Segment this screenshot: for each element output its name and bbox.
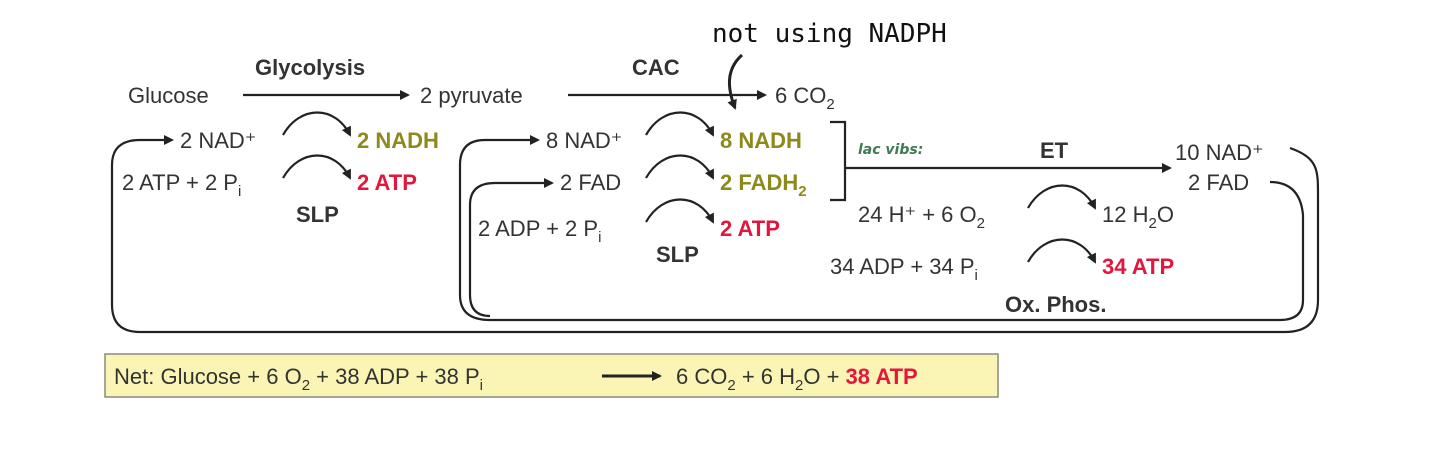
pyruvate: 2 pyruvate <box>420 83 523 108</box>
cac-slp: SLP <box>656 242 699 267</box>
cac-fad: 2 FAD <box>560 170 621 195</box>
cac-nadh: 8 NADH <box>720 128 802 153</box>
bracket <box>830 120 847 202</box>
curved-arrow <box>282 111 351 137</box>
et-o2: 24 H⁺ + 6 O2 <box>858 202 985 232</box>
oxphos-label: Ox. Phos. <box>1005 292 1106 317</box>
co2: 6 CO2 <box>775 83 835 113</box>
glucose: Glucose <box>128 83 209 108</box>
nad-return-loop-inner <box>458 135 1305 322</box>
fad-return-loop <box>468 178 554 318</box>
glyc-nadh: 2 NADH <box>357 128 439 153</box>
annotation-arrow <box>727 53 744 110</box>
et-adp: 34 ADP + 34 Pi <box>830 254 978 284</box>
glyc-atp-in: 2 ATP + 2 Pi <box>122 170 241 200</box>
curved-arrow <box>282 154 351 180</box>
cac-label: CAC <box>632 55 680 80</box>
curved-arrow <box>645 154 714 180</box>
et-water: 12 H2O <box>1102 202 1174 232</box>
curved-arrow <box>645 111 714 137</box>
et-atp-out: 34 ATP <box>1102 254 1174 279</box>
nad-return-loop-outer <box>110 135 1320 334</box>
curved-arrow <box>1027 238 1096 264</box>
annotation-side: lac vibs: <box>858 142 923 158</box>
net-left: Net: Glucose + 6 O2 + 38 ADP + 38 Pi <box>114 364 483 394</box>
et-nad: 10 NAD⁺ <box>1175 140 1264 165</box>
cac-atp-out: 2 ATP <box>720 216 780 241</box>
cac-nad: 8 NAD⁺ <box>546 128 622 153</box>
cac-fadh: 2 FADH2 <box>720 170 807 200</box>
net-equation-box <box>104 353 999 398</box>
net-right: 6 CO2 + 6 H2O + 38 ATP <box>676 364 918 394</box>
glycolysis-label: Glycolysis <box>255 55 365 80</box>
curved-arrow <box>1027 184 1096 210</box>
curved-arrow <box>645 198 714 224</box>
cac-adp: 2 ADP + 2 Pi <box>478 216 601 246</box>
glyc-atp-out: 2 ATP <box>357 170 417 195</box>
glyc-slp: SLP <box>296 202 339 227</box>
et-label: ET <box>1040 138 1069 163</box>
et-fad: 2 FAD <box>1188 170 1249 195</box>
glyc-nad: 2 NAD⁺ <box>180 128 256 153</box>
annotation-top: not using NADPH <box>712 19 947 49</box>
